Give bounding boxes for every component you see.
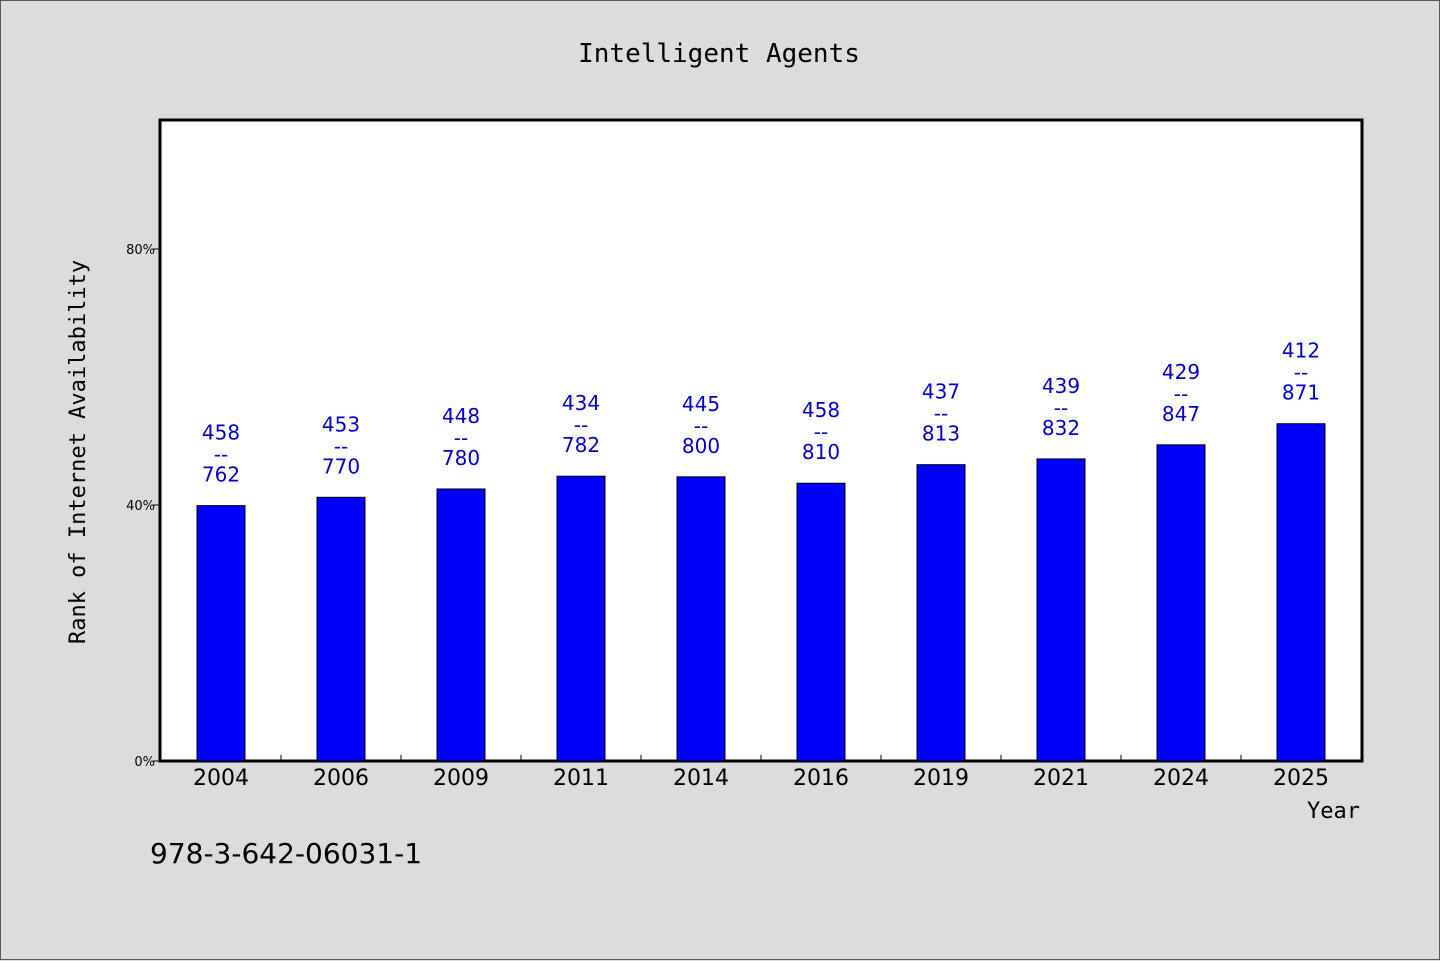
bar-data-label-separator: -- xyxy=(454,426,468,450)
x-axis: 2004 2006 2009 2011 2014 2016 2019 2021 2024 2025 xyxy=(193,755,1329,791)
x-tick-label: 2021 xyxy=(1033,766,1089,791)
bar-data-label-bottom: 847 xyxy=(1162,402,1200,426)
footnote-isbn: 978-3-642-06031-1 xyxy=(150,837,422,870)
bar-data-label-separator: -- xyxy=(1054,396,1068,420)
bar-data-label-bottom: 871 xyxy=(1282,381,1320,405)
chart-title: Intelligent Agents xyxy=(578,39,860,69)
bar xyxy=(196,505,246,762)
bar-data-label-separator: -- xyxy=(574,413,588,437)
x-tick-label: 2019 xyxy=(913,766,969,791)
bar xyxy=(556,475,606,762)
bar-data-label-separator: -- xyxy=(334,434,348,458)
bar-data-label-bottom: 800 xyxy=(682,434,720,458)
bar-data-label-separator: -- xyxy=(214,443,228,467)
bar-data-label-separator: -- xyxy=(814,420,828,444)
bar xyxy=(436,488,486,762)
y-tick-label: 0% xyxy=(134,755,155,770)
bar xyxy=(916,464,966,762)
y-tick-label: 40% xyxy=(126,499,155,514)
bar-data-label-top: 448 xyxy=(442,404,480,428)
bar-data-label-bottom: 813 xyxy=(922,422,960,446)
bar-data-label-bottom: 810 xyxy=(802,440,840,464)
bar xyxy=(1276,423,1326,762)
bar-data-label-top: 458 xyxy=(802,398,840,422)
bar-data-label-bottom: 770 xyxy=(322,454,360,478)
x-tick-label: 2016 xyxy=(793,766,849,791)
bar-data-label-top: 445 xyxy=(682,392,720,416)
y-axis-title: Rank of Internet Availability xyxy=(66,260,91,644)
data-labels: 458--762453--770448--780434--782445--800… xyxy=(202,339,1320,487)
bar-data-label-bottom: 780 xyxy=(442,446,480,470)
y-tick-label: 80% xyxy=(126,243,155,258)
x-tick-label: 2009 xyxy=(433,766,489,791)
x-tick-label: 2006 xyxy=(313,766,369,791)
bar xyxy=(676,476,726,762)
bar xyxy=(796,482,846,762)
bar-data-label-top: 437 xyxy=(922,380,960,404)
bar-data-label-separator: -- xyxy=(1174,382,1188,406)
bar xyxy=(1036,458,1086,762)
y-axis: 0% 40% 80% xyxy=(126,243,161,770)
bar-data-label-bottom: 762 xyxy=(202,463,240,487)
bar-data-label-top: 453 xyxy=(322,412,360,436)
x-tick-label: 2011 xyxy=(553,766,609,791)
bar xyxy=(1156,444,1206,762)
x-tick-label: 2004 xyxy=(193,766,249,791)
bar-data-label-top: 458 xyxy=(202,421,240,445)
bar-series xyxy=(196,423,1326,762)
bar-data-label-bottom: 782 xyxy=(562,433,600,457)
bar-data-label-top: 434 xyxy=(562,391,600,415)
bar-data-label-separator: -- xyxy=(694,414,708,438)
bar-data-label-separator: -- xyxy=(934,402,948,426)
bar xyxy=(316,496,366,762)
bar-data-label-top: 439 xyxy=(1042,374,1080,398)
bar-data-label-bottom: 832 xyxy=(1042,416,1080,440)
bar-data-label-top: 429 xyxy=(1162,360,1200,384)
bar-data-label-top: 412 xyxy=(1282,339,1320,363)
x-axis-title: Year xyxy=(1307,799,1360,824)
bar-data-label-separator: -- xyxy=(1294,361,1308,385)
x-tick-label: 2025 xyxy=(1273,766,1329,791)
x-tick-label: 2014 xyxy=(673,766,729,791)
x-tick-label: 2024 xyxy=(1153,766,1209,791)
